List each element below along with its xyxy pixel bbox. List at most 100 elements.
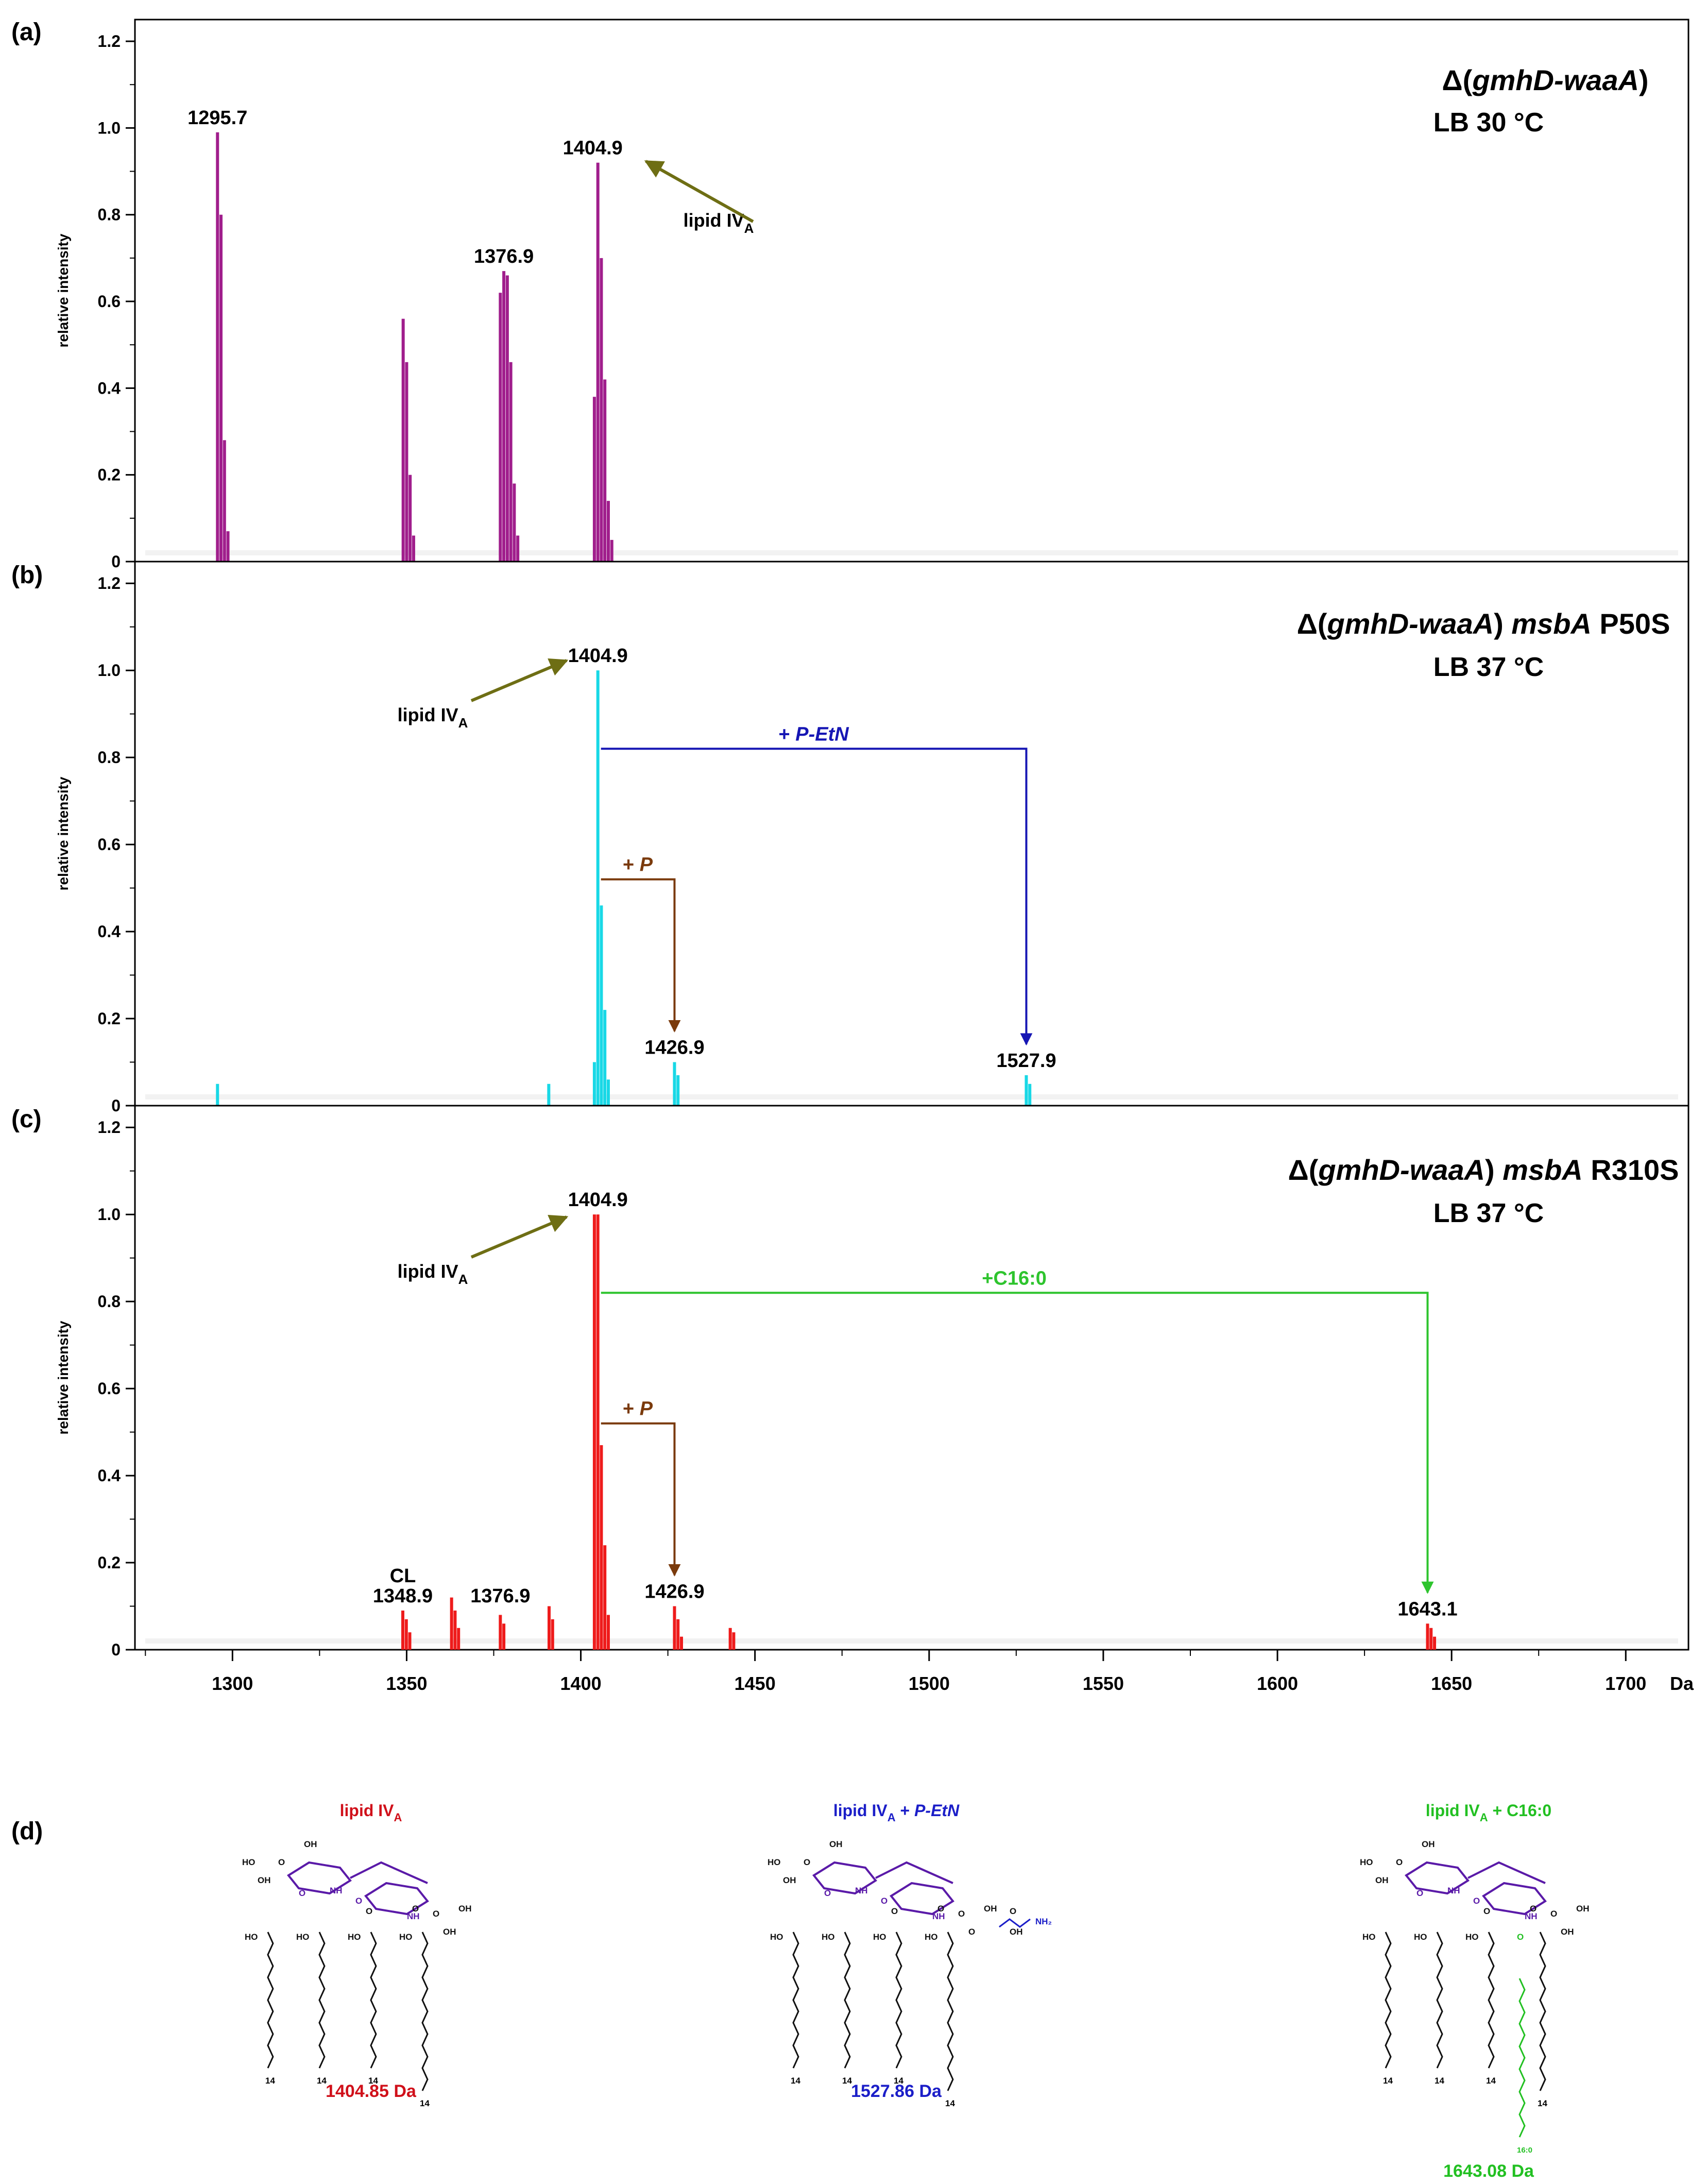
plot-frame: [134, 561, 1689, 1107]
structure-title: lipid IVA: [340, 1801, 402, 1824]
structure-title: lipid IVA + C16:0: [1426, 1801, 1551, 1824]
y-tick-label: 1.0: [98, 661, 121, 680]
peak-label: 1376.9: [474, 246, 534, 267]
y-tick-label: 0.8: [98, 1292, 121, 1311]
structure-atom-label: NH: [330, 1886, 343, 1895]
peak-bar: [453, 1610, 457, 1650]
panel-letter: (a): [11, 19, 42, 46]
x-tick-label: 1450: [735, 1673, 776, 1694]
structure-atom-label: OH: [1561, 1927, 1574, 1937]
chain-length-label: 14: [265, 2076, 275, 2086]
structure-atom-label: O: [355, 1896, 362, 1906]
peak-bar: [676, 1075, 680, 1106]
y-axis-label: relative intensity: [55, 776, 71, 890]
acyl-chain: [947, 1932, 954, 2091]
chain-length-label: 14: [1435, 2076, 1444, 2086]
peak-bar: [505, 275, 509, 562]
panel-subtitle: LB 37 °C: [1433, 1198, 1544, 1228]
peak-label: CL: [390, 1565, 416, 1587]
panel-subtitle: LB 30 °C: [1433, 108, 1544, 138]
peak-bar: [680, 1636, 684, 1650]
glucosamine-ring: [890, 1882, 954, 1916]
panel-letter: (d): [11, 1818, 43, 1845]
peak-bar: [226, 531, 230, 562]
y-tick-label: 0: [111, 1640, 121, 1659]
mass-shift-bracket: [601, 1292, 1434, 1594]
acyl-chain: [844, 1932, 851, 2069]
structure-atom-label: NH: [1525, 1911, 1538, 1921]
peak-bar: [728, 1628, 732, 1650]
y-tick-label: 0.8: [98, 206, 121, 224]
x-tick-label: 1650: [1431, 1673, 1472, 1694]
x-tick-label: 1550: [1083, 1673, 1124, 1694]
y-tick-label: 1.2: [98, 574, 121, 592]
peak-bar: [1028, 1083, 1032, 1106]
mass-shift-bracket: [601, 878, 681, 1032]
acyl-chain: [895, 1932, 902, 2069]
structure-atom-label: OH: [783, 1875, 796, 1885]
peak-bar: [408, 475, 412, 562]
panel-title: Δ(gmhD-waaA) msbA P50S: [1297, 607, 1670, 640]
peak-bar: [600, 905, 603, 1106]
acyl-chain: [318, 1932, 326, 2069]
structure-atom-label: O: [412, 1904, 419, 1914]
structure-mass: 1404.85 Da: [326, 2081, 417, 2101]
peak-bar: [450, 1597, 453, 1650]
peak-label: 1404.9: [568, 1189, 628, 1211]
structure-atom-label: O: [881, 1896, 887, 1906]
acyl-chain: [370, 1932, 377, 2069]
glucosamine-ring: [812, 1861, 877, 1895]
structure-atom-label: O: [891, 1906, 898, 1916]
structure-atom-label: NH₂: [1035, 1917, 1052, 1926]
structure-atom-label: HO: [770, 1932, 783, 1942]
structure-atom-label: HO: [1465, 1932, 1479, 1942]
y-axis-label: relative intensity: [55, 233, 71, 347]
structure-atom-label: OH: [984, 1904, 997, 1914]
panel-subtitle: LB 37 °C: [1433, 652, 1544, 682]
chain-length-label: 16:0: [1517, 2146, 1532, 2155]
peak-bar: [408, 1632, 412, 1650]
structure-atom-label: OH: [829, 1839, 843, 1849]
panel-title: Δ(gmhD-waaA): [1442, 64, 1648, 96]
structure-atom-label: OH: [258, 1875, 271, 1885]
structure-mass: 1527.86 Da: [851, 2081, 942, 2101]
peak-bar: [676, 1619, 680, 1650]
chain-length-label: 14: [894, 2076, 903, 2086]
structure-mass: 1643.08 Da: [1443, 2161, 1534, 2181]
mass-spectra-charts: (a) relative intensity 0 0.2 0.4 0.6 0.8 1.0 1.2…: [11, 19, 1694, 1694]
y-tick-label: 0: [111, 1096, 121, 1115]
peak-bar: [596, 670, 600, 1106]
baseline-noise: [145, 550, 1678, 555]
peak-bar: [596, 1214, 600, 1650]
acyl-chain: [421, 1932, 429, 2091]
spectrum-panel-1: (a) relative intensity 0 0.2 0.4 0.6 0.8 1.0 1.2…: [11, 19, 1689, 571]
peak-bar: [401, 318, 405, 562]
peak-bar: [1426, 1623, 1429, 1650]
peak-label: 1376.9: [470, 1585, 530, 1607]
peak-bar: [592, 1062, 596, 1106]
peak-bar: [673, 1606, 676, 1650]
peak-bar: [548, 1606, 551, 1650]
lipid-iva-label: lipid IVA: [398, 1261, 468, 1287]
lipid-iva-label: lipid IVA: [684, 210, 754, 236]
chain-length-label: 14: [791, 2076, 800, 2086]
structure-atom-label: HO: [242, 1857, 255, 1867]
x-tick-label: 1700: [1605, 1673, 1646, 1694]
peak-bar: [516, 535, 520, 562]
peak-bar: [216, 1083, 219, 1106]
y-tick-label: 0.4: [98, 379, 121, 397]
chain-length-label: 14: [842, 2076, 852, 2086]
peak-bar: [610, 539, 613, 562]
structure-atom-label: O: [937, 1904, 944, 1914]
mass-shift-label: + P: [623, 1398, 653, 1420]
chain-length-label: 14: [420, 2098, 430, 2108]
structure-atom-label: HO: [1360, 1857, 1373, 1867]
x-tick-label: 1300: [212, 1673, 253, 1694]
lipid-iva-arrow: [470, 658, 569, 702]
x-tick-label: 1400: [560, 1673, 602, 1694]
chain-length-label: 14: [1383, 2076, 1393, 2086]
peak-bar: [216, 132, 219, 562]
y-tick-label: 0.6: [98, 292, 121, 311]
peak-bar: [596, 162, 600, 562]
